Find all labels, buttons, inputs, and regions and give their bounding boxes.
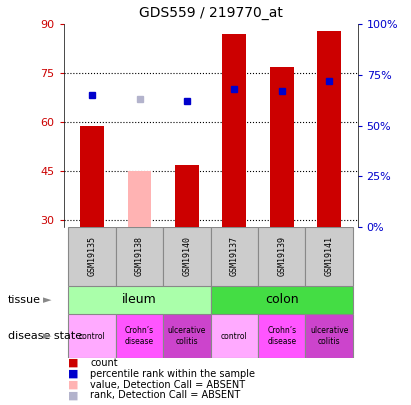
Bar: [258, 314, 305, 358]
Bar: [305, 314, 353, 358]
Text: ■: ■: [68, 379, 79, 390]
Bar: [211, 227, 258, 286]
Bar: [163, 314, 211, 358]
Bar: [69, 227, 116, 286]
Text: ►: ►: [43, 295, 51, 305]
Text: colon: colon: [265, 293, 298, 306]
Bar: [175, 165, 199, 227]
Text: ■: ■: [68, 390, 79, 401]
Text: ulcerative
colitis: ulcerative colitis: [168, 326, 206, 346]
Bar: [258, 227, 305, 286]
Text: ulcerative
colitis: ulcerative colitis: [310, 326, 348, 346]
Text: control: control: [79, 332, 106, 341]
Text: disease state: disease state: [8, 331, 82, 341]
Bar: [116, 227, 163, 286]
Text: value, Detection Call = ABSENT: value, Detection Call = ABSENT: [90, 379, 245, 390]
Bar: [211, 286, 353, 314]
Text: tissue: tissue: [8, 295, 41, 305]
Text: ■: ■: [68, 369, 79, 379]
Bar: [222, 34, 246, 227]
Text: rank, Detection Call = ABSENT: rank, Detection Call = ABSENT: [90, 390, 241, 401]
Text: ileum: ileum: [122, 293, 157, 306]
Text: Crohn’s
disease: Crohn’s disease: [267, 326, 296, 346]
Text: GSM19135: GSM19135: [88, 236, 97, 276]
Bar: [69, 286, 211, 314]
Text: GSM19138: GSM19138: [135, 236, 144, 276]
Bar: [270, 67, 293, 227]
Text: control: control: [221, 332, 248, 341]
Bar: [163, 227, 211, 286]
Text: GSM19139: GSM19139: [277, 236, 286, 276]
Bar: [116, 314, 163, 358]
Bar: [305, 227, 353, 286]
Title: GDS559 / 219770_at: GDS559 / 219770_at: [139, 6, 283, 21]
Text: GSM19137: GSM19137: [230, 236, 239, 276]
Bar: [80, 126, 104, 227]
Text: ■: ■: [68, 358, 79, 368]
Text: percentile rank within the sample: percentile rank within the sample: [90, 369, 255, 379]
Bar: [211, 314, 258, 358]
Text: GSM19141: GSM19141: [325, 236, 334, 276]
Bar: [317, 31, 341, 227]
Text: ►: ►: [43, 331, 51, 341]
Text: count: count: [90, 358, 118, 368]
Bar: [69, 314, 116, 358]
Bar: [128, 171, 151, 227]
Text: GSM19140: GSM19140: [182, 236, 192, 276]
Text: Crohn’s
disease: Crohn’s disease: [125, 326, 154, 346]
